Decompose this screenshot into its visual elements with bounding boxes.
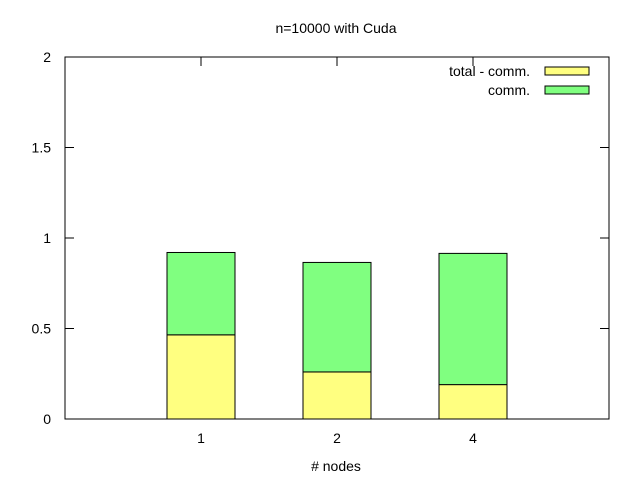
- legend-swatch: [544, 66, 590, 76]
- legend-swatch: [544, 85, 590, 95]
- legend-label: total - comm.: [449, 63, 530, 79]
- y-axis: 0 0.5 1 1.5 2: [32, 49, 609, 427]
- x-tick-label: 1: [197, 430, 205, 446]
- bar-total-minus-comm-4: [438, 384, 508, 420]
- bars: [166, 251, 508, 420]
- x-tick-label: 4: [469, 430, 477, 446]
- legend: total - comm. comm.: [449, 63, 590, 98]
- y-tick-label: 1.5: [32, 140, 52, 156]
- y-tick-label: 2: [43, 49, 51, 65]
- x-axis-label: # nodes: [311, 458, 361, 474]
- y-tick-label: 0: [43, 411, 51, 427]
- bar-comm-1: [166, 251, 236, 336]
- bar-total-minus-comm-2: [302, 371, 372, 420]
- bar-total-minus-comm-1: [166, 334, 236, 420]
- bar-comm-4: [438, 252, 508, 386]
- y-tick-label: 1: [43, 230, 51, 246]
- chart-title: n=10000 with Cuda: [275, 20, 396, 36]
- y-tick-label: 0.5: [32, 321, 52, 337]
- legend-label: comm.: [488, 82, 530, 98]
- bar-comm-2: [302, 261, 372, 373]
- x-tick-label: 2: [333, 430, 341, 446]
